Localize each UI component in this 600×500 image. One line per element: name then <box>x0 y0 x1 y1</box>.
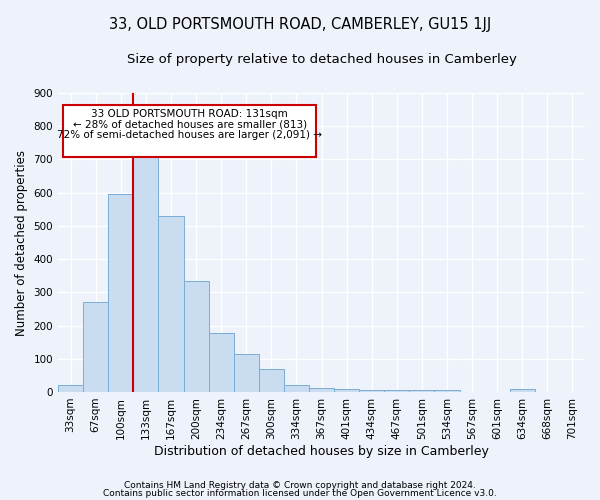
Bar <box>259 370 284 392</box>
Bar <box>209 333 233 392</box>
FancyBboxPatch shape <box>64 105 316 158</box>
Text: 33, OLD PORTSMOUTH ROAD, CAMBERLEY, GU15 1JJ: 33, OLD PORTSMOUTH ROAD, CAMBERLEY, GU15… <box>109 18 491 32</box>
Text: ← 28% of detached houses are smaller (813): ← 28% of detached houses are smaller (81… <box>73 120 307 130</box>
Y-axis label: Number of detached properties: Number of detached properties <box>15 150 28 336</box>
Title: Size of property relative to detached houses in Camberley: Size of property relative to detached ho… <box>127 52 517 66</box>
Bar <box>133 146 158 392</box>
Text: 33 OLD PORTSMOUTH ROAD: 131sqm: 33 OLD PORTSMOUTH ROAD: 131sqm <box>91 110 288 120</box>
Bar <box>334 388 359 392</box>
Bar <box>233 354 259 392</box>
Bar <box>58 386 83 392</box>
Text: Contains public sector information licensed under the Open Government Licence v3: Contains public sector information licen… <box>103 488 497 498</box>
Text: 72% of semi-detached houses are larger (2,091) →: 72% of semi-detached houses are larger (… <box>57 130 322 140</box>
Bar <box>359 390 384 392</box>
Bar <box>510 390 535 392</box>
Bar <box>158 216 184 392</box>
Bar <box>384 390 409 392</box>
Bar <box>83 302 108 392</box>
Bar <box>184 280 209 392</box>
Bar <box>309 388 334 392</box>
X-axis label: Distribution of detached houses by size in Camberley: Distribution of detached houses by size … <box>154 444 489 458</box>
Bar <box>434 390 460 392</box>
Text: Contains HM Land Registry data © Crown copyright and database right 2024.: Contains HM Land Registry data © Crown c… <box>124 481 476 490</box>
Bar <box>409 390 434 392</box>
Bar <box>108 194 133 392</box>
Bar <box>284 386 309 392</box>
